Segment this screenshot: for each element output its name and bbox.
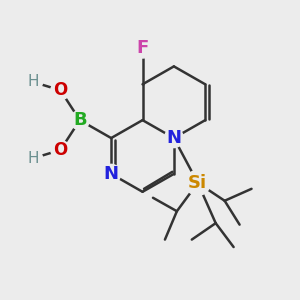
Text: N: N [167,129,182,147]
Circle shape [70,111,89,130]
Text: F: F [136,40,149,58]
Text: N: N [104,165,119,183]
Text: Si: Si [188,174,207,192]
Text: B: B [73,111,87,129]
Circle shape [185,170,210,195]
Text: H: H [27,74,39,89]
Circle shape [23,149,43,168]
Circle shape [164,128,183,148]
Text: O: O [53,81,68,99]
Circle shape [23,72,43,92]
Circle shape [133,39,152,58]
Circle shape [51,140,70,160]
Circle shape [102,164,121,183]
Text: H: H [27,151,39,166]
Circle shape [51,81,70,100]
Text: O: O [53,141,68,159]
